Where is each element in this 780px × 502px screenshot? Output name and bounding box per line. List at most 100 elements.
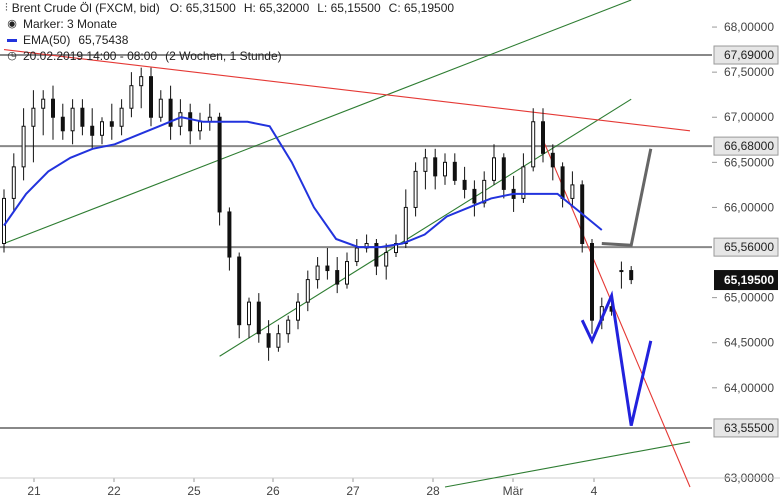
candle-body: [433, 157, 438, 177]
candle-body: [247, 301, 251, 326]
y-tick-label: 64,50000: [724, 336, 774, 350]
high-value: H: 65,32000: [243, 1, 310, 15]
current-price-label: 65,19500: [724, 273, 774, 287]
candle-body: [100, 121, 104, 136]
projection-bull-scenario: [601, 148, 653, 247]
marker-label: Marker: 3 Monate: [23, 17, 118, 31]
open-value: O: 65,31500: [169, 1, 236, 15]
candle-body: [266, 333, 271, 348]
candle-body: [21, 125, 26, 168]
candle-body: [443, 161, 447, 177]
candle-body: [482, 179, 487, 204]
candle-body: [2, 197, 6, 245]
candle-body: [90, 125, 95, 136]
candle-body: [139, 76, 144, 87]
candle-body: [492, 157, 496, 181]
ema-value: 65,75438: [78, 33, 129, 47]
candle-body: [423, 157, 428, 172]
ema-line: [3, 116, 603, 249]
ohlc-row: ⫶ Brent Crude Öl (FXCM, bid) O: 65,31500…: [0, 0, 454, 16]
level-price-box: [713, 45, 779, 65]
candle-body: [570, 184, 575, 199]
trendline-resistance: [3, 49, 691, 132]
y-tick-label: 67,00000: [724, 110, 774, 124]
candle-body: [168, 98, 173, 127]
candle-body: [11, 166, 16, 199]
candle-body: [550, 152, 555, 168]
candle-body: [158, 98, 163, 118]
candle-body: [31, 107, 36, 127]
date-range: 20.02.2019 14:00 - 08:00: [23, 49, 158, 63]
x-tick-label: Mär: [503, 484, 524, 498]
candle-body: [276, 333, 281, 348]
trendline-upper-channel: [3, 0, 632, 245]
y-tick-label: 64,00000: [724, 381, 774, 395]
period-label: (2 Wochen, 1 Stunde): [165, 49, 282, 63]
trendline-bottom-trend: [444, 441, 691, 488]
x-tick-label: 25: [187, 484, 201, 498]
candle-body: [198, 121, 202, 132]
candle-body: [335, 270, 340, 285]
candle-body: [629, 270, 634, 281]
candle-body: [119, 107, 124, 127]
candle-body: [403, 206, 408, 245]
level-price-label: 66,68000: [724, 139, 774, 153]
candle-body: [462, 179, 467, 190]
candle-body: [149, 76, 153, 118]
candle-body: [345, 261, 349, 285]
candle-body: [227, 211, 232, 258]
y-tick-label: 65,00000: [724, 291, 774, 305]
level-price-label: 63,55500: [724, 421, 774, 435]
candle-body: [413, 170, 418, 208]
candle-body: [129, 85, 134, 109]
candle-body: [256, 301, 261, 335]
candle-body: [217, 116, 222, 213]
marker-row: ◉ Marker: 3 Monate: [0, 16, 360, 32]
ema-label: EMA(50): [23, 33, 71, 47]
candle-body: [452, 161, 457, 181]
candle-body: [296, 301, 300, 321]
candle-body: [178, 112, 183, 127]
candle-body: [501, 157, 506, 190]
level-price-box: [713, 418, 779, 438]
candle-body: [70, 107, 75, 132]
close-value: C: 65,19500: [388, 1, 455, 15]
trendline-decline: [542, 139, 691, 488]
candle-body: [354, 247, 359, 263]
current-price-box: [714, 270, 778, 291]
chart-header: ⫶ Brent Crude Öl (FXCM, bid) O: 65,31500…: [0, 0, 454, 64]
y-tick-label: 68,00000: [724, 20, 774, 34]
level-price-box: [713, 237, 779, 257]
candle-body: [521, 166, 526, 199]
candle-body: [541, 121, 545, 154]
target-icon: ◉: [7, 18, 17, 30]
x-tick-label: 4: [591, 484, 598, 498]
candle-body: [472, 188, 477, 204]
candle-body: [619, 270, 624, 273]
level-price-label: 65,56000: [724, 240, 774, 254]
candle-body: [80, 107, 85, 127]
clock-icon: ◷: [7, 50, 17, 62]
candle-body: [188, 112, 193, 132]
candle-body: [394, 243, 398, 254]
x-tick-label: 22: [107, 484, 121, 498]
projection-bear-scenario: [580, 290, 653, 427]
candle-body: [60, 116, 65, 132]
candle-body: [237, 256, 242, 326]
level-price-label: 67,69000: [724, 48, 774, 62]
x-tick-label: 26: [266, 484, 280, 498]
y-tick-label: 66,00000: [724, 200, 774, 214]
x-tick-label: 28: [426, 484, 440, 498]
candle-body: [590, 243, 594, 321]
trendline-lower-channel: [219, 98, 632, 357]
candle-body: [51, 98, 55, 118]
level-price-box: [713, 136, 779, 156]
candle-body: [325, 265, 330, 272]
candle-body: [531, 121, 536, 168]
candle-body: [305, 279, 310, 303]
bars-icon: ⫶: [5, 2, 8, 14]
low-value: L: 65,15500: [317, 1, 381, 15]
x-tick-label: 21: [27, 484, 41, 498]
candle-body: [286, 319, 291, 335]
